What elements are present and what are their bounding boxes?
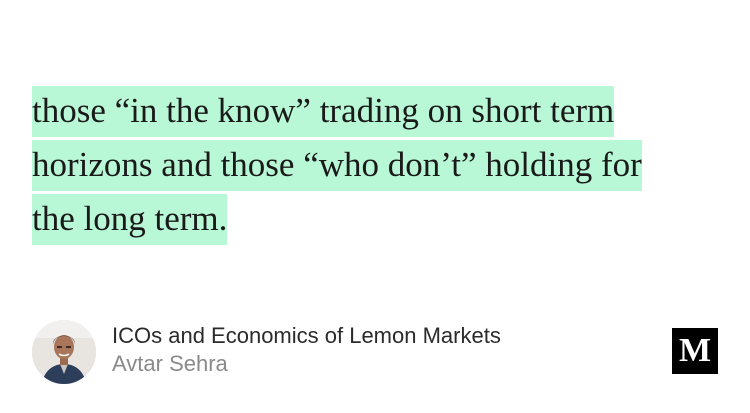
quote-line-2: horizons and those “who don’t” holding f… bbox=[32, 140, 642, 191]
medium-logo-icon[interactable]: M bbox=[672, 328, 718, 374]
article-footer: ICOs and Economics of Lemon Markets Avta… bbox=[32, 320, 722, 386]
article-title[interactable]: ICOs and Economics of Lemon Markets bbox=[112, 323, 501, 348]
author-name[interactable]: Avtar Sehra bbox=[112, 351, 228, 376]
quote-line-1: those “in the know” trading on short ter… bbox=[32, 86, 615, 137]
author-photo-icon bbox=[32, 320, 96, 384]
medium-logo-letter: M bbox=[678, 332, 712, 369]
author-avatar[interactable] bbox=[32, 320, 96, 384]
highlighted-quote: those “in the know” trading on short ter… bbox=[32, 84, 732, 246]
quote-line-3: the long term. bbox=[32, 194, 228, 245]
